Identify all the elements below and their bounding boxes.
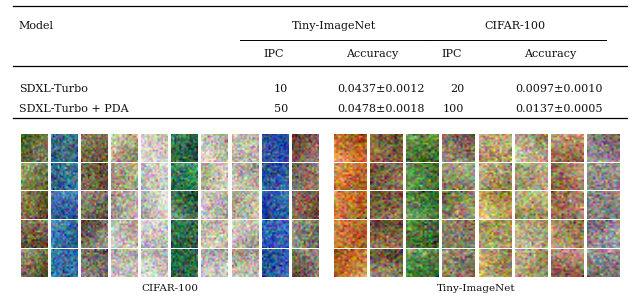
- Text: Tiny-ImageNet: Tiny-ImageNet: [292, 21, 376, 31]
- Text: 0.0137±0.0005: 0.0137±0.0005: [515, 104, 603, 114]
- Text: CIFAR-100: CIFAR-100: [141, 284, 198, 293]
- Text: 10: 10: [274, 84, 288, 94]
- Text: SDXL-Turbo: SDXL-Turbo: [19, 84, 88, 94]
- Text: IPC: IPC: [264, 49, 284, 58]
- Text: Model: Model: [19, 21, 54, 31]
- Text: Tiny-ImageNet: Tiny-ImageNet: [437, 284, 516, 293]
- Text: IPC: IPC: [442, 49, 462, 58]
- Text: CIFAR-100: CIFAR-100: [484, 21, 546, 31]
- Text: 0.0097±0.0010: 0.0097±0.0010: [515, 84, 603, 94]
- Text: 50: 50: [274, 104, 288, 114]
- Text: SDXL-Turbo + PDA: SDXL-Turbo + PDA: [19, 104, 129, 114]
- Text: 0.0437±0.0012: 0.0437±0.0012: [337, 84, 424, 94]
- Text: Accuracy: Accuracy: [524, 49, 577, 58]
- Text: 0.0478±0.0018: 0.0478±0.0018: [337, 104, 424, 114]
- Text: Accuracy: Accuracy: [346, 49, 398, 58]
- Text: 100: 100: [443, 104, 465, 114]
- Text: 20: 20: [450, 84, 465, 94]
